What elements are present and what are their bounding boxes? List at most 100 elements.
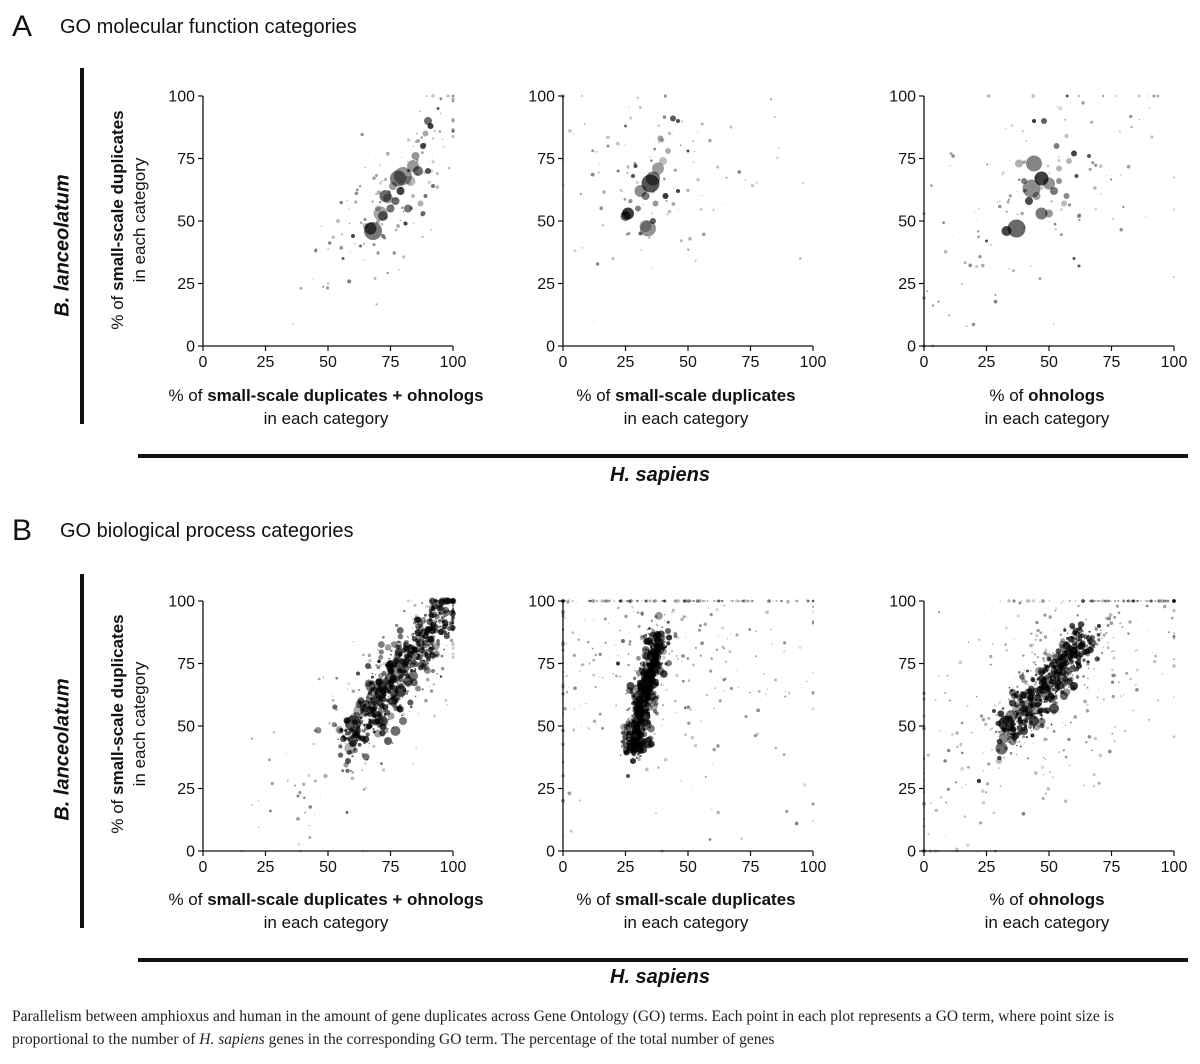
data-point	[1028, 724, 1033, 730]
data-point	[412, 627, 414, 629]
data-point	[1082, 658, 1086, 662]
data-point	[1173, 600, 1175, 602]
data-point	[428, 685, 431, 688]
data-point	[663, 757, 668, 762]
data-point	[806, 599, 810, 603]
data-point	[448, 621, 451, 623]
data-point	[431, 154, 433, 156]
data-point	[1031, 599, 1036, 603]
data-point	[621, 639, 625, 643]
data-point	[787, 691, 791, 695]
data-point	[351, 234, 355, 238]
data-point	[1172, 599, 1176, 603]
data-point	[629, 116, 633, 120]
data-point	[593, 319, 595, 321]
data-point	[1058, 711, 1061, 714]
data-point	[622, 739, 626, 743]
data-point	[1149, 600, 1151, 602]
data-point	[372, 695, 375, 697]
x-tick-label: 25	[257, 354, 275, 371]
data-point	[1112, 217, 1115, 220]
data-point	[1022, 713, 1024, 716]
data-point	[975, 265, 979, 269]
data-point	[1009, 714, 1012, 717]
data-point	[628, 642, 632, 646]
data-point	[978, 207, 980, 209]
data-point	[1048, 771, 1052, 774]
data-point	[662, 193, 669, 199]
data-point	[998, 200, 1001, 202]
data-point	[1154, 654, 1158, 658]
data-point	[1021, 130, 1024, 133]
data-point	[673, 599, 678, 603]
data-point	[674, 712, 676, 713]
data-point	[1094, 625, 1097, 629]
data-point	[633, 714, 642, 723]
data-point	[383, 699, 386, 702]
data-point	[1122, 205, 1125, 209]
data-point	[994, 293, 997, 296]
data-point	[639, 662, 642, 665]
y-axis-label-a: % of small-scale duplicates in each cate…	[108, 110, 149, 330]
data-point	[425, 677, 430, 682]
data-point	[1088, 600, 1090, 602]
data-point	[699, 654, 702, 657]
data-point	[376, 711, 379, 714]
data-point	[444, 615, 446, 618]
data-point	[713, 600, 715, 602]
data-point	[1005, 631, 1007, 633]
data-point	[327, 247, 330, 251]
data-point	[374, 715, 377, 718]
data-point	[640, 611, 644, 615]
data-point	[661, 626, 664, 628]
data-point	[375, 303, 378, 306]
data-point	[628, 599, 633, 603]
data-point	[379, 164, 381, 166]
data-point	[1032, 660, 1036, 664]
data-point	[986, 163, 989, 166]
data-point	[337, 752, 344, 758]
data-point	[375, 174, 379, 178]
data-point	[682, 679, 685, 683]
data-point	[1060, 601, 1063, 604]
data-point	[979, 821, 983, 825]
data-point	[406, 160, 408, 162]
data-point	[1068, 676, 1074, 683]
x-tick-label: 75	[1103, 354, 1121, 371]
data-point	[268, 758, 271, 762]
y-tick-label: 25	[177, 276, 195, 293]
data-point	[612, 599, 616, 603]
data-point	[387, 697, 394, 705]
data-point	[662, 599, 667, 603]
data-point	[635, 205, 641, 212]
data-point	[672, 187, 675, 189]
data-point	[1040, 718, 1043, 721]
data-point	[401, 206, 404, 210]
data-point	[811, 599, 815, 603]
data-point	[1018, 699, 1024, 704]
data-point	[1081, 633, 1083, 636]
data-point	[407, 699, 414, 706]
data-point	[1014, 723, 1017, 726]
data-point	[1040, 704, 1042, 706]
data-point	[699, 208, 703, 211]
data-point	[1069, 629, 1071, 632]
data-point	[420, 143, 426, 149]
data-point	[1023, 188, 1027, 193]
data-point	[392, 670, 394, 672]
data-point	[1086, 635, 1092, 642]
data-point	[755, 655, 758, 658]
data-point	[1014, 704, 1016, 706]
data-point	[1013, 638, 1015, 640]
data-point	[308, 824, 311, 827]
data-point	[372, 727, 375, 731]
data-point	[1025, 735, 1028, 739]
data-point	[595, 723, 597, 725]
data-point	[1099, 600, 1101, 602]
data-point	[1130, 126, 1133, 129]
data-point	[708, 838, 712, 841]
data-point	[729, 633, 732, 635]
data-point	[1148, 600, 1150, 602]
data-point	[1042, 674, 1056, 688]
data-point	[1126, 600, 1128, 602]
